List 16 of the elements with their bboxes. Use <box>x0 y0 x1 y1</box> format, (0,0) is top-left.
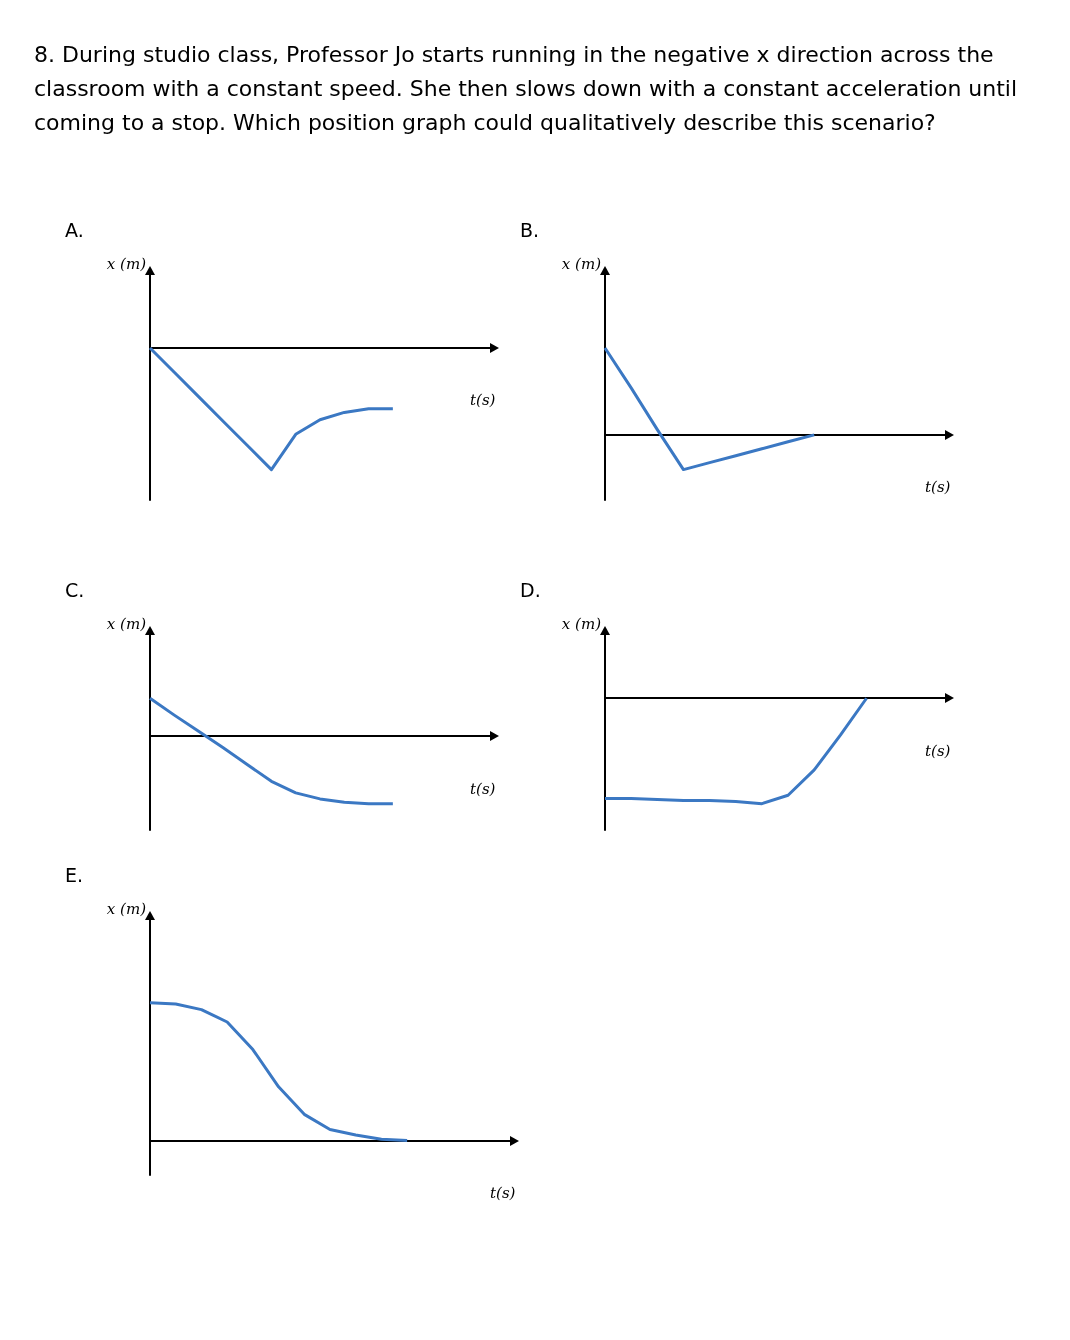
chart-title: D. <box>520 578 541 601</box>
text: 8. During studio class, Professor Jo starts running in the negative x direction across the classroom with a constant speed. She then slows down with a constant acceleration until coming to a stop. Which position graph could qualitatively describe this scenario? <box>34 41 1019 137</box>
chart-title: A. <box>65 218 84 241</box>
x-axis-title: t(s) <box>470 391 496 410</box>
x-axis-title: t(s) <box>925 478 951 497</box>
y-axis-title: x (m) <box>561 614 602 633</box>
y-axis-title: x (m) <box>561 254 602 273</box>
chart-title: C. <box>65 578 85 601</box>
chart-title: B. <box>520 218 540 241</box>
chart-title: E. <box>65 863 84 886</box>
x-axis-title: t(s) <box>490 1184 516 1203</box>
x-axis-title: t(s) <box>925 741 951 760</box>
y-axis-title: x (m) <box>106 254 147 273</box>
x-axis-title: t(s) <box>470 779 496 798</box>
y-axis-title: x (m) <box>106 899 147 918</box>
y-axis-title: x (m) <box>106 614 147 633</box>
